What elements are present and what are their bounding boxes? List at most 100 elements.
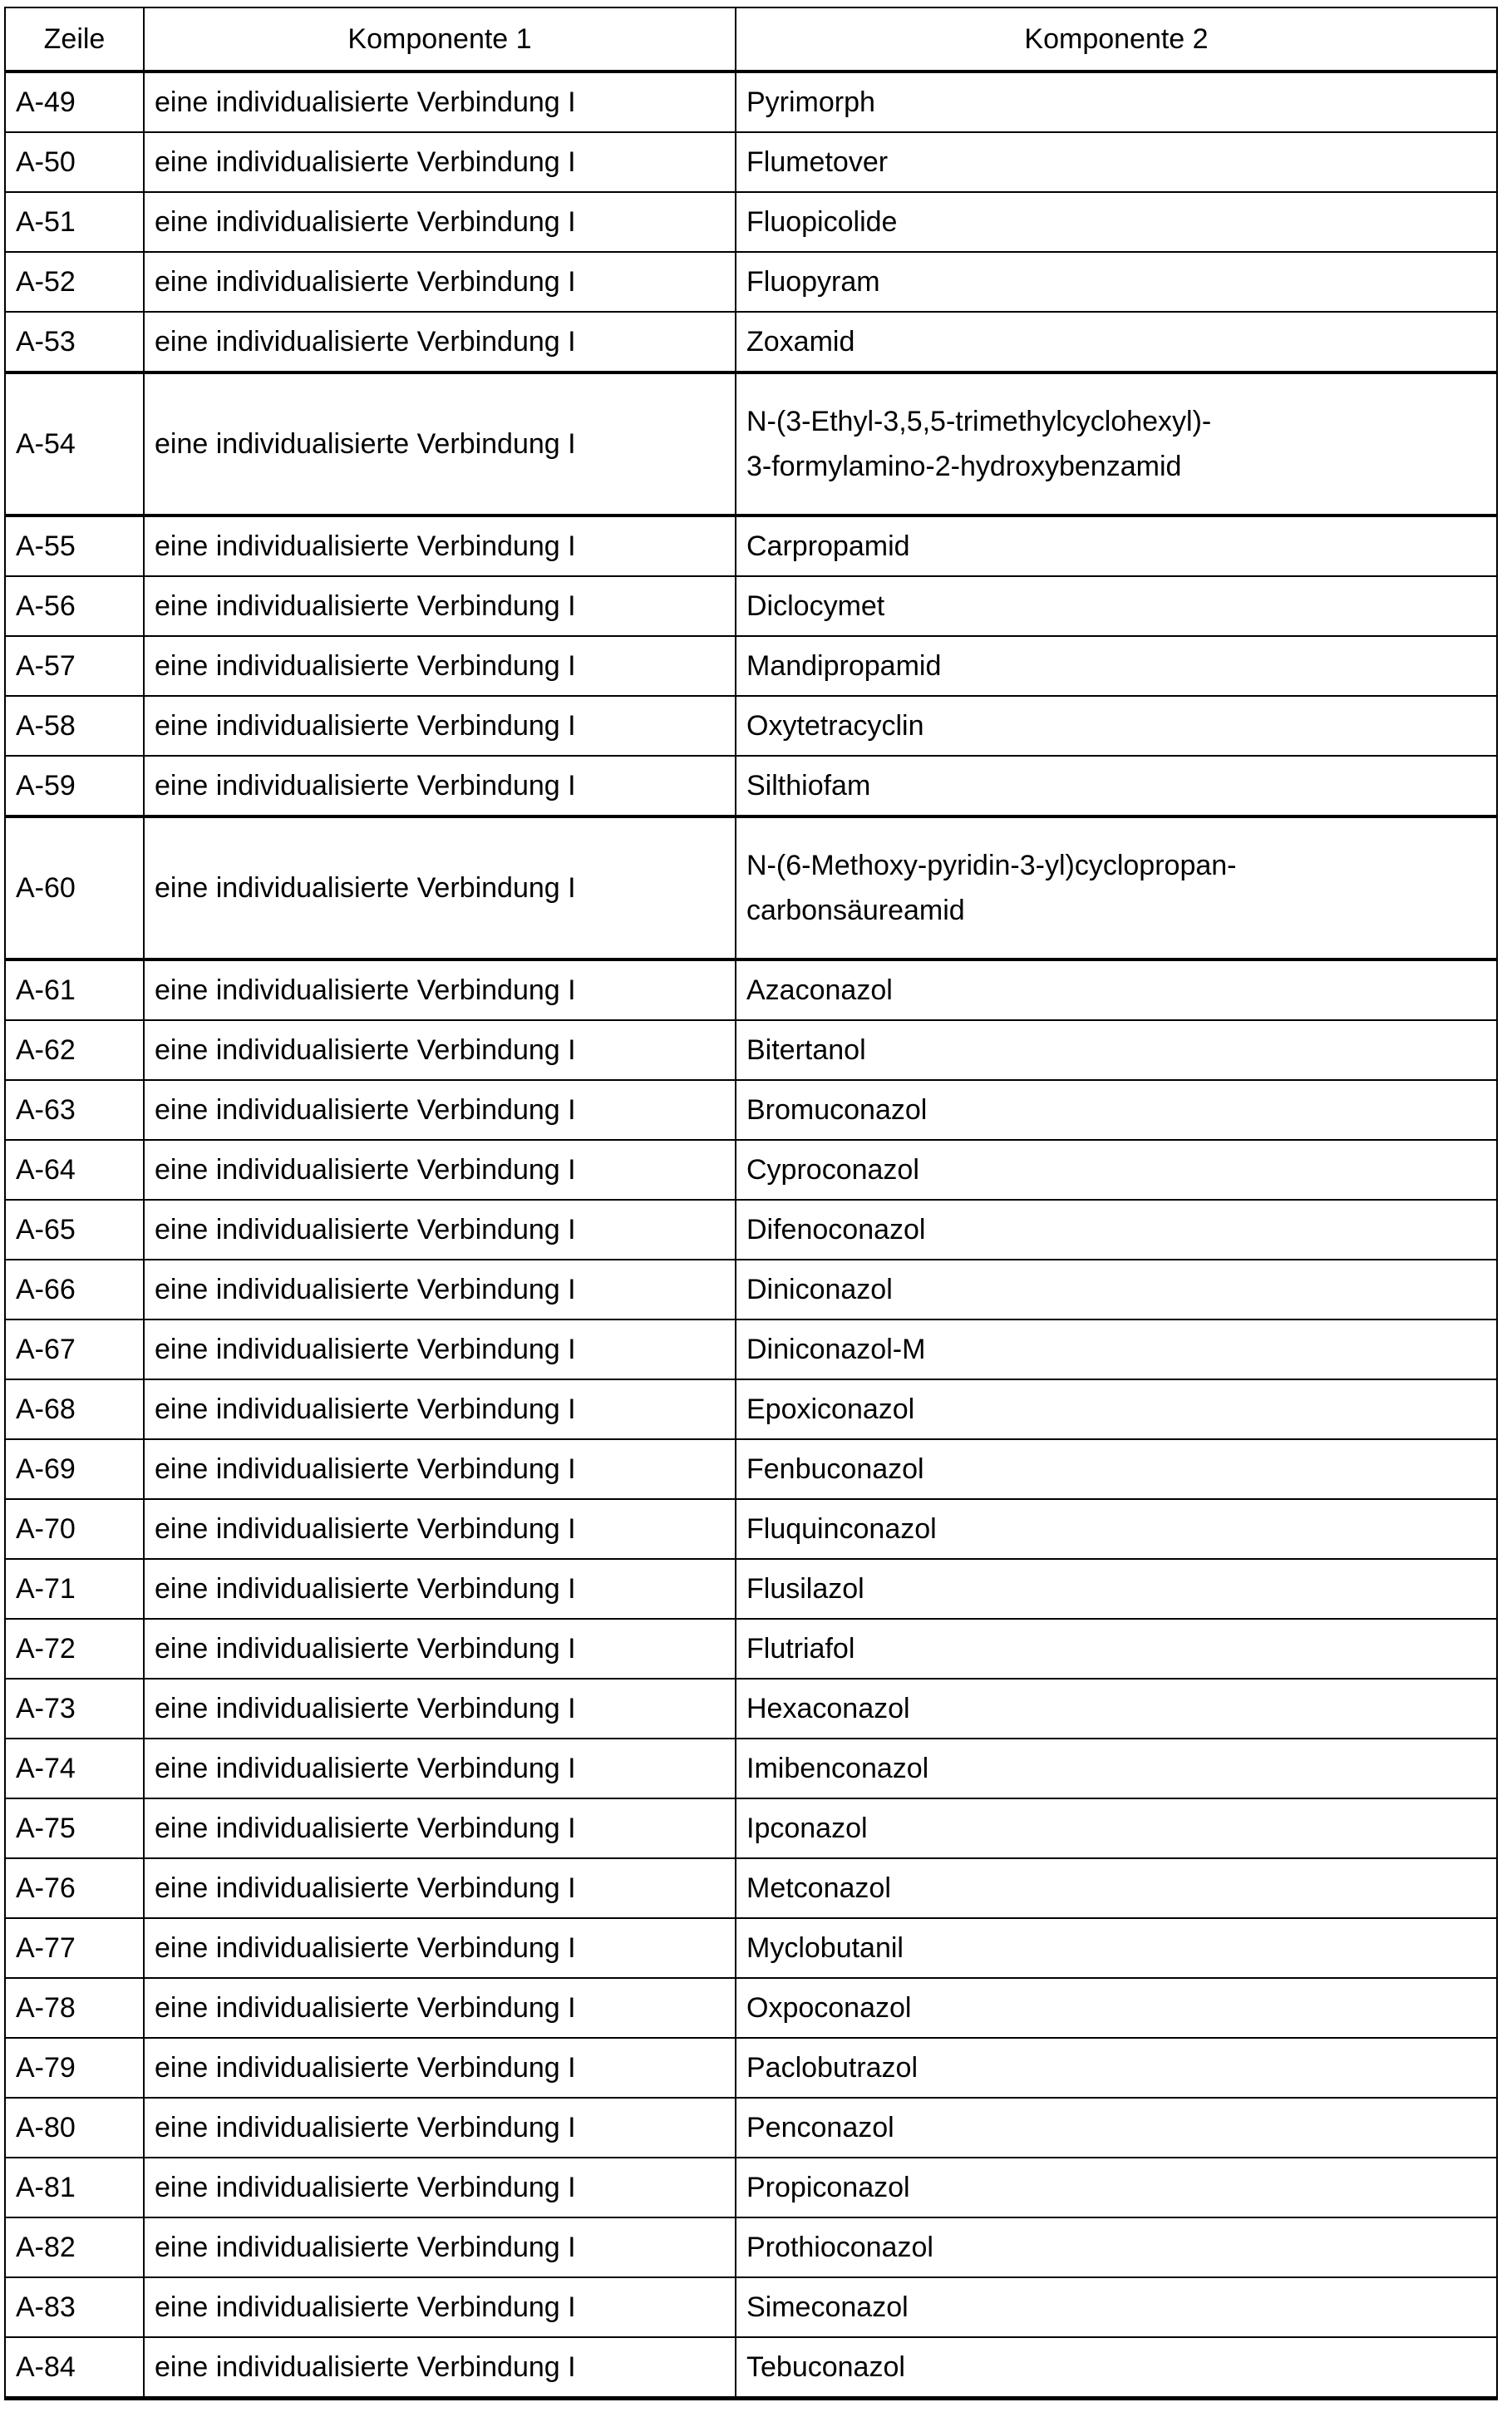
cell-komponente-2: Paclobutrazol — [736, 2038, 1497, 2098]
table-row: A-83eine individualisierte Verbindung IS… — [5, 2277, 1497, 2337]
cell-zeile: A-49 — [5, 72, 144, 132]
cell-komponente-1: eine individualisierte Verbindung I — [144, 1260, 736, 1319]
cell-zeile: A-83 — [5, 2277, 144, 2337]
cell-komponente-2: Propiconazol — [736, 2158, 1497, 2217]
cell-zeile: A-80 — [5, 2098, 144, 2158]
cell-komponente-2: Pyrimorph — [736, 72, 1497, 132]
table-row: A-82eine individualisierte Verbindung IP… — [5, 2217, 1497, 2277]
document-page: Zeile Komponente 1 Komponente 2 A-49eine… — [0, 0, 1512, 2417]
cell-zeile: A-73 — [5, 1679, 144, 1739]
cell-komponente-1: eine individualisierte Verbindung I — [144, 372, 736, 515]
cell-zeile: A-62 — [5, 1020, 144, 1080]
cell-komponente-1: eine individualisierte Verbindung I — [144, 1200, 736, 1260]
cell-komponente-2: Flumetover — [736, 132, 1497, 192]
table-row: A-67eine individualisierte Verbindung ID… — [5, 1319, 1497, 1379]
cell-komponente-2: Difenoconazol — [736, 1200, 1497, 1260]
table-row: A-56eine individualisierte Verbindung ID… — [5, 576, 1497, 636]
table-row: A-57eine individualisierte Verbindung IM… — [5, 636, 1497, 696]
cell-zeile: A-71 — [5, 1559, 144, 1619]
table-row: A-81eine individualisierte Verbindung IP… — [5, 2158, 1497, 2217]
cell-komponente-2: Flutriafol — [736, 1619, 1497, 1679]
cell-komponente-2: Diniconazol-M — [736, 1319, 1497, 1379]
cell-komponente-1: eine individualisierte Verbindung I — [144, 816, 736, 959]
cell-komponente-1: eine individualisierte Verbindung I — [144, 1679, 736, 1739]
table-container: Zeile Komponente 1 Komponente 2 A-49eine… — [4, 7, 1496, 2400]
cell-komponente-1: eine individualisierte Verbindung I — [144, 132, 736, 192]
table-header: Zeile Komponente 1 Komponente 2 — [5, 7, 1497, 72]
cell-komponente-2: Azaconazol — [736, 959, 1497, 1020]
cell-komponente-2: Fluopyram — [736, 252, 1497, 312]
cell-komponente-2: Imibenconazol — [736, 1739, 1497, 1798]
table-row: A-55eine individualisierte Verbindung IC… — [5, 515, 1497, 576]
cell-zeile: A-76 — [5, 1858, 144, 1918]
value-line: 3-formylamino-2-hydroxybenzamid — [746, 448, 1486, 485]
cell-komponente-2: Epoxiconazol — [736, 1379, 1497, 1439]
cell-komponente-1: eine individualisierte Verbindung I — [144, 252, 736, 312]
cell-komponente-1: eine individualisierte Verbindung I — [144, 1978, 736, 2038]
cell-komponente-2: Bitertanol — [736, 1020, 1497, 1080]
cell-komponente-1: eine individualisierte Verbindung I — [144, 1858, 736, 1918]
cell-komponente-2: Metconazol — [736, 1858, 1497, 1918]
cell-zeile: A-56 — [5, 576, 144, 636]
table-row: A-49eine individualisierte Verbindung IP… — [5, 72, 1497, 132]
cell-komponente-2: Carpropamid — [736, 515, 1497, 576]
multiline-value: N-(3-Ethyl-3,5,5-trimethylcyclohexyl)-3-… — [746, 403, 1486, 485]
table-row: A-59eine individualisierte Verbindung IS… — [5, 756, 1497, 816]
cell-zeile: A-82 — [5, 2217, 144, 2277]
cell-komponente-1: eine individualisierte Verbindung I — [144, 1080, 736, 1140]
cell-komponente-2: Bromuconazol — [736, 1080, 1497, 1140]
cell-komponente-1: eine individualisierte Verbindung I — [144, 1739, 736, 1798]
cell-zeile: A-81 — [5, 2158, 144, 2217]
cell-zeile: A-58 — [5, 696, 144, 756]
cell-zeile: A-72 — [5, 1619, 144, 1679]
cell-komponente-1: eine individualisierte Verbindung I — [144, 1918, 736, 1978]
value-line: carbonsäureamid — [746, 892, 1486, 929]
cell-komponente-2: Cyproconazol — [736, 1140, 1497, 1200]
cell-zeile: A-52 — [5, 252, 144, 312]
table-row: A-70eine individualisierte Verbindung IF… — [5, 1499, 1497, 1559]
cell-zeile: A-57 — [5, 636, 144, 696]
column-header-komponente-2: Komponente 2 — [736, 7, 1497, 72]
table-row: A-61eine individualisierte Verbindung IA… — [5, 959, 1497, 1020]
cell-komponente-2: Penconazol — [736, 2098, 1497, 2158]
cell-komponente-1: eine individualisierte Verbindung I — [144, 312, 736, 372]
cell-komponente-2: Oxpoconazol — [736, 1978, 1497, 2038]
cell-komponente-1: eine individualisierte Verbindung I — [144, 1439, 736, 1499]
cell-komponente-1: eine individualisierte Verbindung I — [144, 1379, 736, 1439]
cell-zeile: A-78 — [5, 1978, 144, 2038]
table-row: A-50eine individualisierte Verbindung IF… — [5, 132, 1497, 192]
cell-komponente-2: Tebuconazol — [736, 2337, 1497, 2399]
cell-zeile: A-60 — [5, 816, 144, 959]
column-header-zeile: Zeile — [5, 7, 144, 72]
cell-zeile: A-68 — [5, 1379, 144, 1439]
table-row: A-63eine individualisierte Verbindung IB… — [5, 1080, 1497, 1140]
cell-komponente-1: eine individualisierte Verbindung I — [144, 576, 736, 636]
cell-komponente-1: eine individualisierte Verbindung I — [144, 2337, 736, 2399]
table-row: A-84eine individualisierte Verbindung IT… — [5, 2337, 1497, 2399]
cell-komponente-1: eine individualisierte Verbindung I — [144, 192, 736, 252]
cell-komponente-2: Mandipropamid — [736, 636, 1497, 696]
cell-zeile: A-69 — [5, 1439, 144, 1499]
cell-zeile: A-79 — [5, 2038, 144, 2098]
cell-komponente-2: Oxytetracyclin — [736, 696, 1497, 756]
cell-zeile: A-65 — [5, 1200, 144, 1260]
cell-zeile: A-75 — [5, 1798, 144, 1858]
header-row: Zeile Komponente 1 Komponente 2 — [5, 7, 1497, 72]
cell-komponente-1: eine individualisierte Verbindung I — [144, 1319, 736, 1379]
value-line: N-(6-Methoxy-pyridin-3-yl)cyclopropan- — [746, 847, 1486, 884]
cell-zeile: A-64 — [5, 1140, 144, 1200]
cell-zeile: A-67 — [5, 1319, 144, 1379]
table-row: A-71eine individualisierte Verbindung IF… — [5, 1559, 1497, 1619]
cell-zeile: A-53 — [5, 312, 144, 372]
table-row: A-78eine individualisierte Verbindung IO… — [5, 1978, 1497, 2038]
cell-zeile: A-84 — [5, 2337, 144, 2399]
table-row: A-79eine individualisierte Verbindung IP… — [5, 2038, 1497, 2098]
cell-komponente-1: eine individualisierte Verbindung I — [144, 2098, 736, 2158]
cell-komponente-2: N-(3-Ethyl-3,5,5-trimethylcyclohexyl)-3-… — [736, 372, 1497, 515]
cell-komponente-1: eine individualisierte Verbindung I — [144, 959, 736, 1020]
cell-komponente-2: Diniconazol — [736, 1260, 1497, 1319]
cell-komponente-1: eine individualisierte Verbindung I — [144, 1499, 736, 1559]
table-row: A-52eine individualisierte Verbindung IF… — [5, 252, 1497, 312]
table-row: A-51eine individualisierte Verbindung IF… — [5, 192, 1497, 252]
cell-zeile: A-55 — [5, 515, 144, 576]
